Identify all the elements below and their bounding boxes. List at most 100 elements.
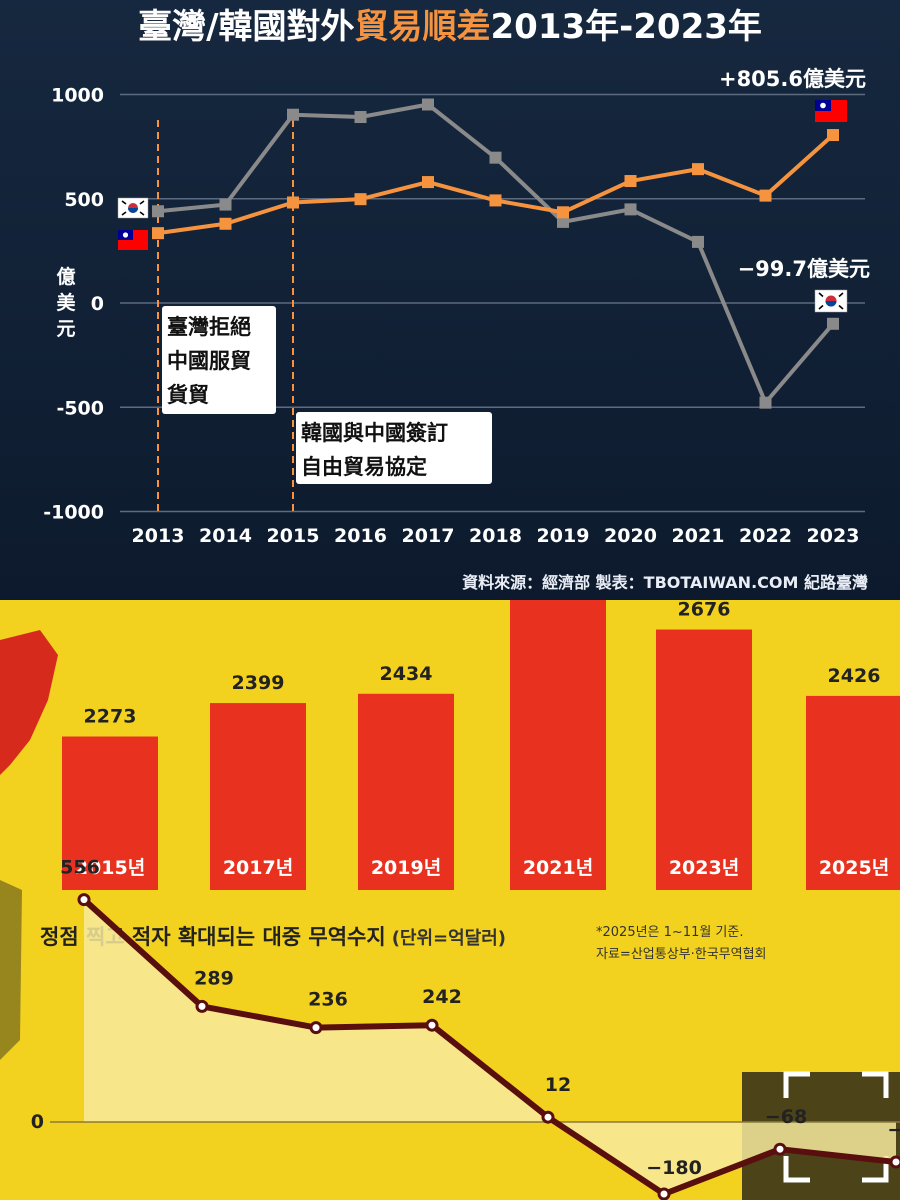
kr-zero-label: 0 <box>31 1111 44 1133</box>
taiwan-point <box>827 129 839 142</box>
kr-point <box>889 1155 900 1169</box>
bar-category-label: 2017년 <box>223 857 293 879</box>
chart-title: 臺灣/韓國對外貿易順差2013年-2023年 <box>138 7 762 47</box>
annotation-1-line-1: 臺灣拒絕 <box>167 315 251 339</box>
kr-point-label: 242 <box>422 986 462 1008</box>
bar <box>656 629 752 890</box>
kr-point <box>773 1142 787 1156</box>
taiwan-point <box>489 194 502 207</box>
annotation-2-line-1: 韓國與中國簽訂 <box>301 421 448 445</box>
bar-category-label: 2023년 <box>669 857 739 879</box>
x-tick-label: 2022 <box>739 525 792 547</box>
annotation-1-line-2: 中國服貿 <box>167 349 251 373</box>
title-accent: 貿易順差 <box>355 7 491 47</box>
x-tick-label: 2015 <box>267 525 320 547</box>
map-shadow <box>0 880 22 1060</box>
annotation-korea-fta: 韓國與中國簽訂 自由貿易協定 <box>296 412 492 484</box>
korea-point <box>759 396 772 409</box>
korea-china-trade-panel: 22732015년23992017년24342019년30152021년2676… <box>0 600 900 1200</box>
bar-value-label: 2399 <box>232 672 285 694</box>
x-tick-label: 2018 <box>469 525 522 547</box>
korea-point <box>152 205 164 218</box>
taiwan-series-line <box>157 133 835 236</box>
bar <box>210 703 306 890</box>
expand-icon[interactable] <box>783 1071 889 1183</box>
korea-point <box>219 198 232 211</box>
x-tick-label: 2013 <box>132 525 185 547</box>
x-tick-label: 2021 <box>672 525 725 547</box>
bar-value-label: 2434 <box>380 663 433 685</box>
kr-point <box>195 999 209 1013</box>
title-part1: 臺灣/韓國對外 <box>138 7 354 47</box>
y-tick-label: 1000 <box>51 85 104 107</box>
annotation-taiwan-reject: 臺灣拒絕 中國服貿 貨貿 <box>162 306 276 414</box>
taiwan-end-label: +805.6億美元 <box>719 67 866 91</box>
taiwan-point <box>759 189 772 202</box>
kr-point-label: −1 <box>887 1119 900 1141</box>
korea-china-charts: 22732015년23992017년24342019년30152021년2676… <box>0 600 900 1200</box>
bar <box>806 695 900 890</box>
taiwan-korea-line-chart: 臺灣/韓國對外貿易順差2013年-2023年 1000 500 0 -500 -1000… <box>43 7 870 592</box>
annotation-2-line-2: 自由貿易協定 <box>301 455 427 479</box>
kr-note-line-1: *2025년은 1~11월 기준. <box>596 925 744 940</box>
y-tick-label: -500 <box>56 397 104 419</box>
bar <box>358 693 454 890</box>
y-axis-label-char: 美 <box>56 291 76 314</box>
bar-category-label: 2025년 <box>819 857 889 879</box>
area-fill <box>84 899 896 1194</box>
title-part2: 2013年-2023年 <box>491 7 762 47</box>
annotation-box-2 <box>296 412 492 484</box>
korea-point <box>692 235 704 248</box>
y-tick-label: 0 <box>91 293 104 315</box>
kr-point <box>541 1110 555 1124</box>
kr-point <box>77 893 91 907</box>
korea-flag-icon <box>814 289 848 313</box>
taiwan-flag-icon <box>815 100 847 122</box>
y-axis-label-char: 元 <box>56 318 75 340</box>
x-tick-label: 2017 <box>402 525 455 547</box>
korea-flag-icon <box>117 197 149 219</box>
map-shape <box>0 630 58 775</box>
taiwan-point <box>692 163 704 176</box>
y-tick-label: 500 <box>64 189 104 211</box>
korea-point <box>489 151 502 164</box>
x-tick-label: 2016 <box>334 525 387 547</box>
kr-trade-line <box>81 897 897 1197</box>
taiwan-point <box>287 196 299 209</box>
bar-value-label: 2676 <box>678 600 731 621</box>
bar <box>62 736 158 890</box>
source-credit: 資料來源：經濟部 製表：TBOTAIWAN.COM 紀路臺灣 <box>462 573 868 592</box>
taiwan-point <box>219 217 232 230</box>
korea-point <box>827 317 839 330</box>
annotation-1-line-3: 貨貿 <box>167 383 209 407</box>
kr-point <box>657 1187 671 1200</box>
kr-point-label: 556 <box>60 857 100 879</box>
korea-end-label: −99.7億美元 <box>738 257 870 281</box>
taiwan-point <box>624 175 637 188</box>
taiwan-flag-icon <box>118 230 148 250</box>
bar-category-label: 2021년 <box>523 857 593 879</box>
x-tick-label: 2014 <box>199 525 252 547</box>
kr-point <box>425 1018 439 1032</box>
kr-point-label: 12 <box>545 1074 571 1096</box>
kr-point-label: −68 <box>765 1106 807 1128</box>
annotation-box-1 <box>162 306 276 414</box>
bar-category-label: 2019년 <box>371 857 441 879</box>
korea-point <box>422 98 434 111</box>
bar-category-label: 2015년 <box>75 857 145 879</box>
taiwan-point <box>354 193 367 206</box>
kr-point-label: 289 <box>194 967 234 989</box>
y-tick-label: -1000 <box>43 502 104 524</box>
bar-value-label: 2273 <box>84 706 137 728</box>
bar <box>510 600 606 890</box>
y-axis-label-char: 億 <box>56 265 75 288</box>
kr-point-label: −180 <box>646 1157 702 1179</box>
taiwan-point <box>152 227 164 240</box>
bar-value-label: 2426 <box>828 665 881 687</box>
kr-point <box>309 1021 323 1035</box>
kr-note-line-2: 자료=산업통상부·한국무역협회 <box>596 947 767 962</box>
korea-point <box>354 111 367 124</box>
x-tick-label: 2019 <box>537 525 590 547</box>
x-tick-label: 2023 <box>807 525 860 547</box>
taiwan-point <box>557 206 569 219</box>
